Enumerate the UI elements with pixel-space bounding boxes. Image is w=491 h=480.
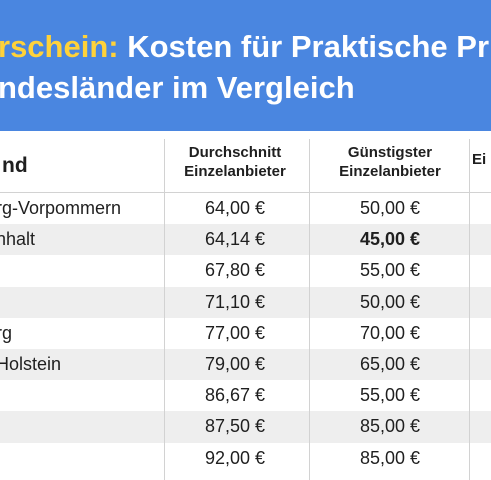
header-cheapest: Günstigster Einzelanbieter <box>312 131 468 192</box>
cell-cheapest: 65,00 € <box>359 353 421 374</box>
cell-land: nhalt <box>0 229 36 250</box>
table-body: rg-Vorpommern 64,00 € 50,00 € nhalt 64,14 € 4… <box>0 193 491 474</box>
price-table: nd Durchschnitt Einzelanbieter Günstigst… <box>0 131 491 480</box>
table-row: 71,10 € 50,00 € <box>0 286 491 318</box>
cell-land: rg <box>0 322 13 343</box>
cell-average: 92,00 € <box>204 447 266 468</box>
cell-cheapest: 70,00 € <box>359 322 421 343</box>
header-col3: Ei <box>472 131 491 192</box>
header-cheapest-line1: Günstigster <box>347 143 433 161</box>
title-rest: Kosten für Praktische Pr <box>118 29 490 64</box>
cell-cheapest: 45,00 € <box>359 229 421 250</box>
cell-land: Holstein <box>0 353 62 374</box>
cell-cheapest: 50,00 € <box>359 291 421 312</box>
title-line-1: rschein: Kosten für Praktische Pr <box>0 28 489 66</box>
header-divider <box>0 192 491 193</box>
cell-average: 87,50 € <box>204 416 266 437</box>
table-row: 92,00 € 85,00 € <box>0 443 491 474</box>
cell-cheapest: 50,00 € <box>359 198 421 218</box>
cell-cheapest: 85,00 € <box>359 416 421 437</box>
header-average: Durchschnitt Einzelanbieter <box>165 131 305 192</box>
cell-cheapest: 55,00 € <box>359 260 421 281</box>
table-row: 86,67 € 55,00 € <box>0 380 491 411</box>
header-average-line2: Einzelanbieter <box>184 162 286 180</box>
title-banner: rschein: Kosten für Praktische Pr ndeslä… <box>0 0 491 131</box>
cell-land: rg-Vorpommern <box>0 198 122 218</box>
cell-cheapest: 85,00 € <box>359 447 421 468</box>
table-row: 67,80 € 55,00 € <box>0 255 491 286</box>
header-average-line1: Durchschnitt <box>188 143 282 161</box>
title-line-2: ndesländer im Vergleich <box>0 70 355 105</box>
table-row: rg-Vorpommern 64,00 € 50,00 € <box>0 193 491 224</box>
table-row: nhalt 64,14 € 45,00 € <box>0 224 491 256</box>
table-row: rg 77,00 € 70,00 € <box>0 318 491 349</box>
column-divider <box>469 139 470 480</box>
cell-average: 79,00 € <box>204 353 266 374</box>
header-land: nd <box>2 154 28 177</box>
cell-average: 67,80 € <box>204 260 266 281</box>
cell-average: 64,00 € <box>204 198 266 218</box>
table-row: 87,50 € 85,00 € <box>0 411 491 443</box>
cell-average: 71,10 € <box>204 291 266 312</box>
header-col3-line2: Ei <box>472 151 487 168</box>
cell-average: 64,14 € <box>204 229 266 250</box>
header-cheapest-line2: Einzelanbieter <box>339 162 441 180</box>
cell-average: 86,67 € <box>204 385 266 406</box>
column-divider <box>309 139 310 480</box>
table-row: Holstein 79,00 € 65,00 € <box>0 348 491 381</box>
cell-cheapest: 55,00 € <box>359 385 421 406</box>
table-header: nd Durchschnitt Einzelanbieter Günstigst… <box>0 131 491 192</box>
column-divider <box>164 139 165 480</box>
cell-average: 77,00 € <box>204 322 266 343</box>
title-accent: rschein: <box>0 29 119 64</box>
